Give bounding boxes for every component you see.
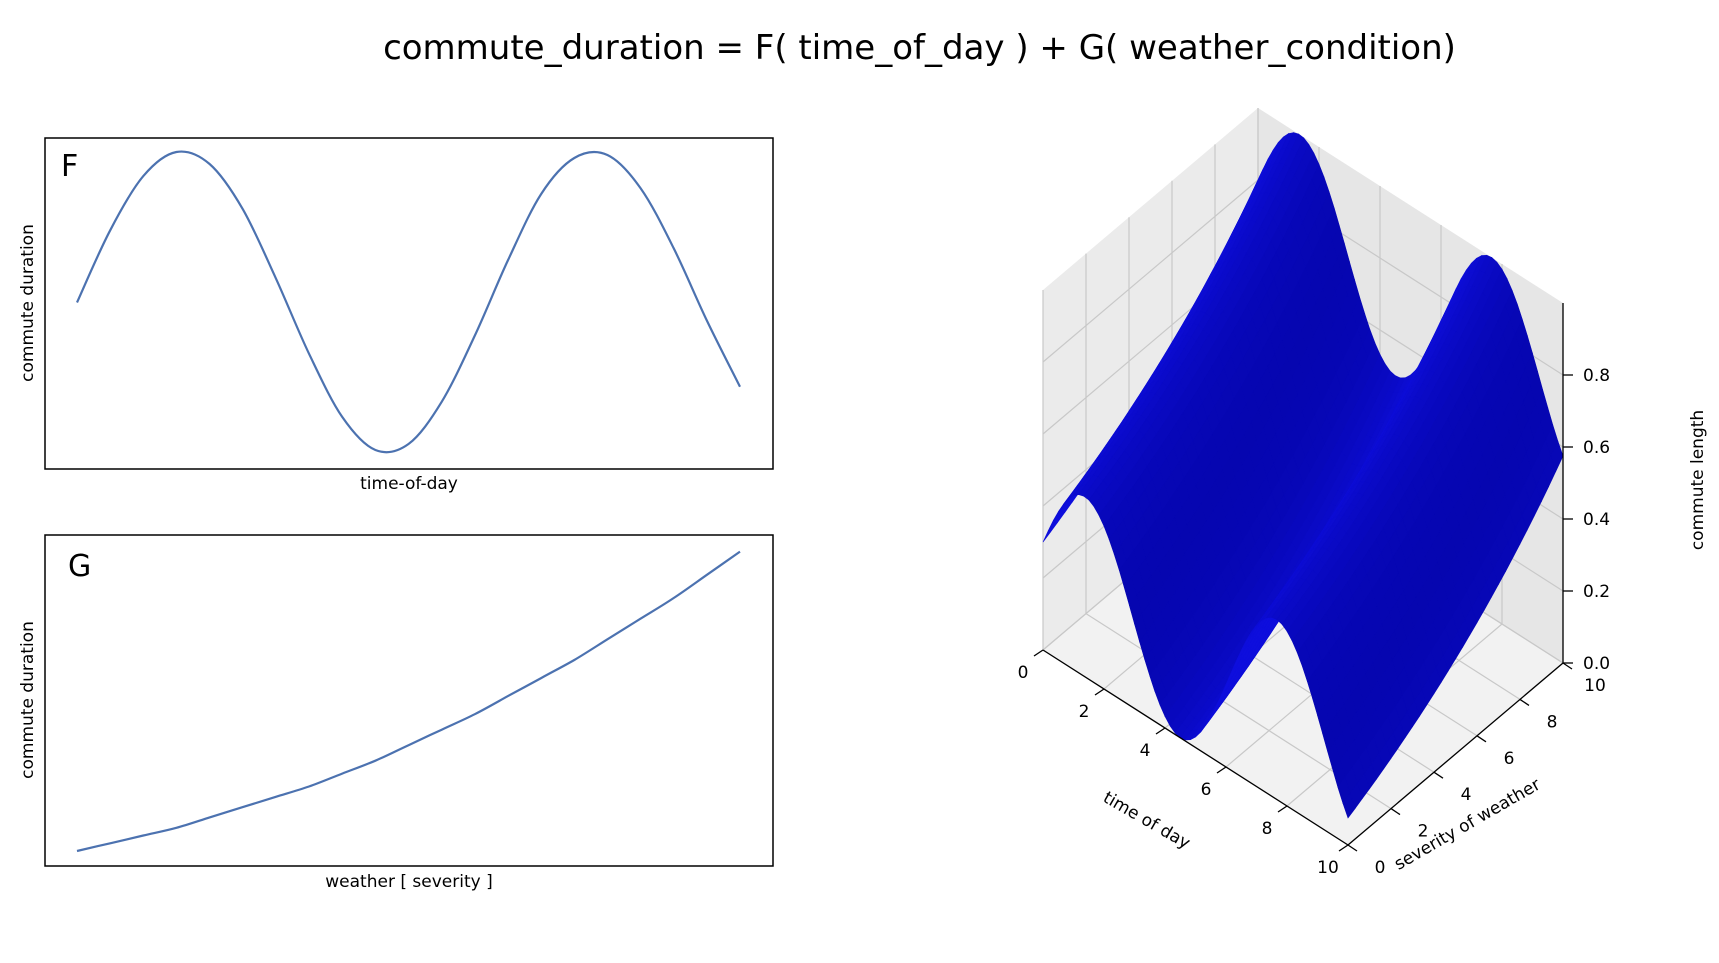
y-tick-label: 2 — [1418, 822, 1429, 842]
z-tick-label: 0.2 — [1583, 582, 1610, 602]
panel-f-label: F — [61, 149, 78, 184]
panel-g: G weather [ severity ] commute duration — [18, 534, 774, 892]
panel-f: F time-of-day commute duration — [18, 137, 774, 494]
z-tick-label: 0.0 — [1583, 654, 1610, 674]
panel-f-ylabel: commute duration — [18, 224, 38, 382]
x-tick-label: 4 — [1140, 741, 1151, 761]
x-tick-mark — [1338, 844, 1349, 852]
chart-title: commute_duration = F( time_of_day ) + G(… — [383, 28, 1456, 68]
surface-patch — [1342, 792, 1356, 819]
panel-f-frame — [44, 137, 774, 470]
y-tick-label: 10 — [1584, 676, 1606, 696]
surface-xlabel: time of day — [1100, 788, 1194, 854]
y-tick-mark — [1433, 771, 1444, 779]
surface-zlabel: commute length — [1688, 410, 1708, 550]
x-tick-label: 8 — [1262, 819, 1273, 839]
surface-mesh — [1042, 132, 1564, 819]
panel-g-ylabel: commute duration — [18, 621, 38, 779]
x-tick-mark — [1033, 649, 1044, 657]
x-tick-label: 0 — [1018, 663, 1029, 683]
y-tick-mark — [1476, 735, 1487, 743]
z-tick-label: 0.8 — [1583, 366, 1610, 386]
y-tick-label: 8 — [1547, 712, 1558, 732]
panel-f-series-line — [75, 150, 741, 454]
y-tick-mark — [1390, 808, 1401, 816]
grid-line — [1042, 179, 1259, 363]
x-tick-mark — [1277, 805, 1288, 813]
y-tick-label: 4 — [1461, 785, 1472, 805]
panel-g-label: G — [68, 549, 91, 584]
x-tick-label: 2 — [1079, 702, 1090, 722]
x-tick-mark — [1216, 766, 1227, 774]
x-tick-label: 6 — [1201, 780, 1212, 800]
y-tick-label: 0 — [1375, 858, 1386, 878]
x-tick-mark — [1155, 727, 1166, 735]
y-tick-mark — [1519, 698, 1530, 706]
y-axis-line — [1347, 662, 1564, 846]
x-tick-label: 10 — [1317, 858, 1339, 878]
z-tick-label: 0.6 — [1583, 438, 1610, 458]
y-tick-label: 6 — [1504, 749, 1515, 769]
panel-f-xlabel: time-of-day — [360, 474, 458, 494]
z-tick-label: 0.4 — [1583, 510, 1610, 530]
y-tick-mark — [1347, 844, 1358, 852]
x-axis-line — [1042, 649, 1349, 846]
y-tick-mark — [1562, 662, 1573, 670]
panel-g-frame — [44, 534, 774, 867]
x-tick-mark — [1094, 688, 1105, 696]
panel-g-series-line — [76, 550, 741, 853]
panel-g-xlabel: weather [ severity ] — [325, 872, 492, 892]
